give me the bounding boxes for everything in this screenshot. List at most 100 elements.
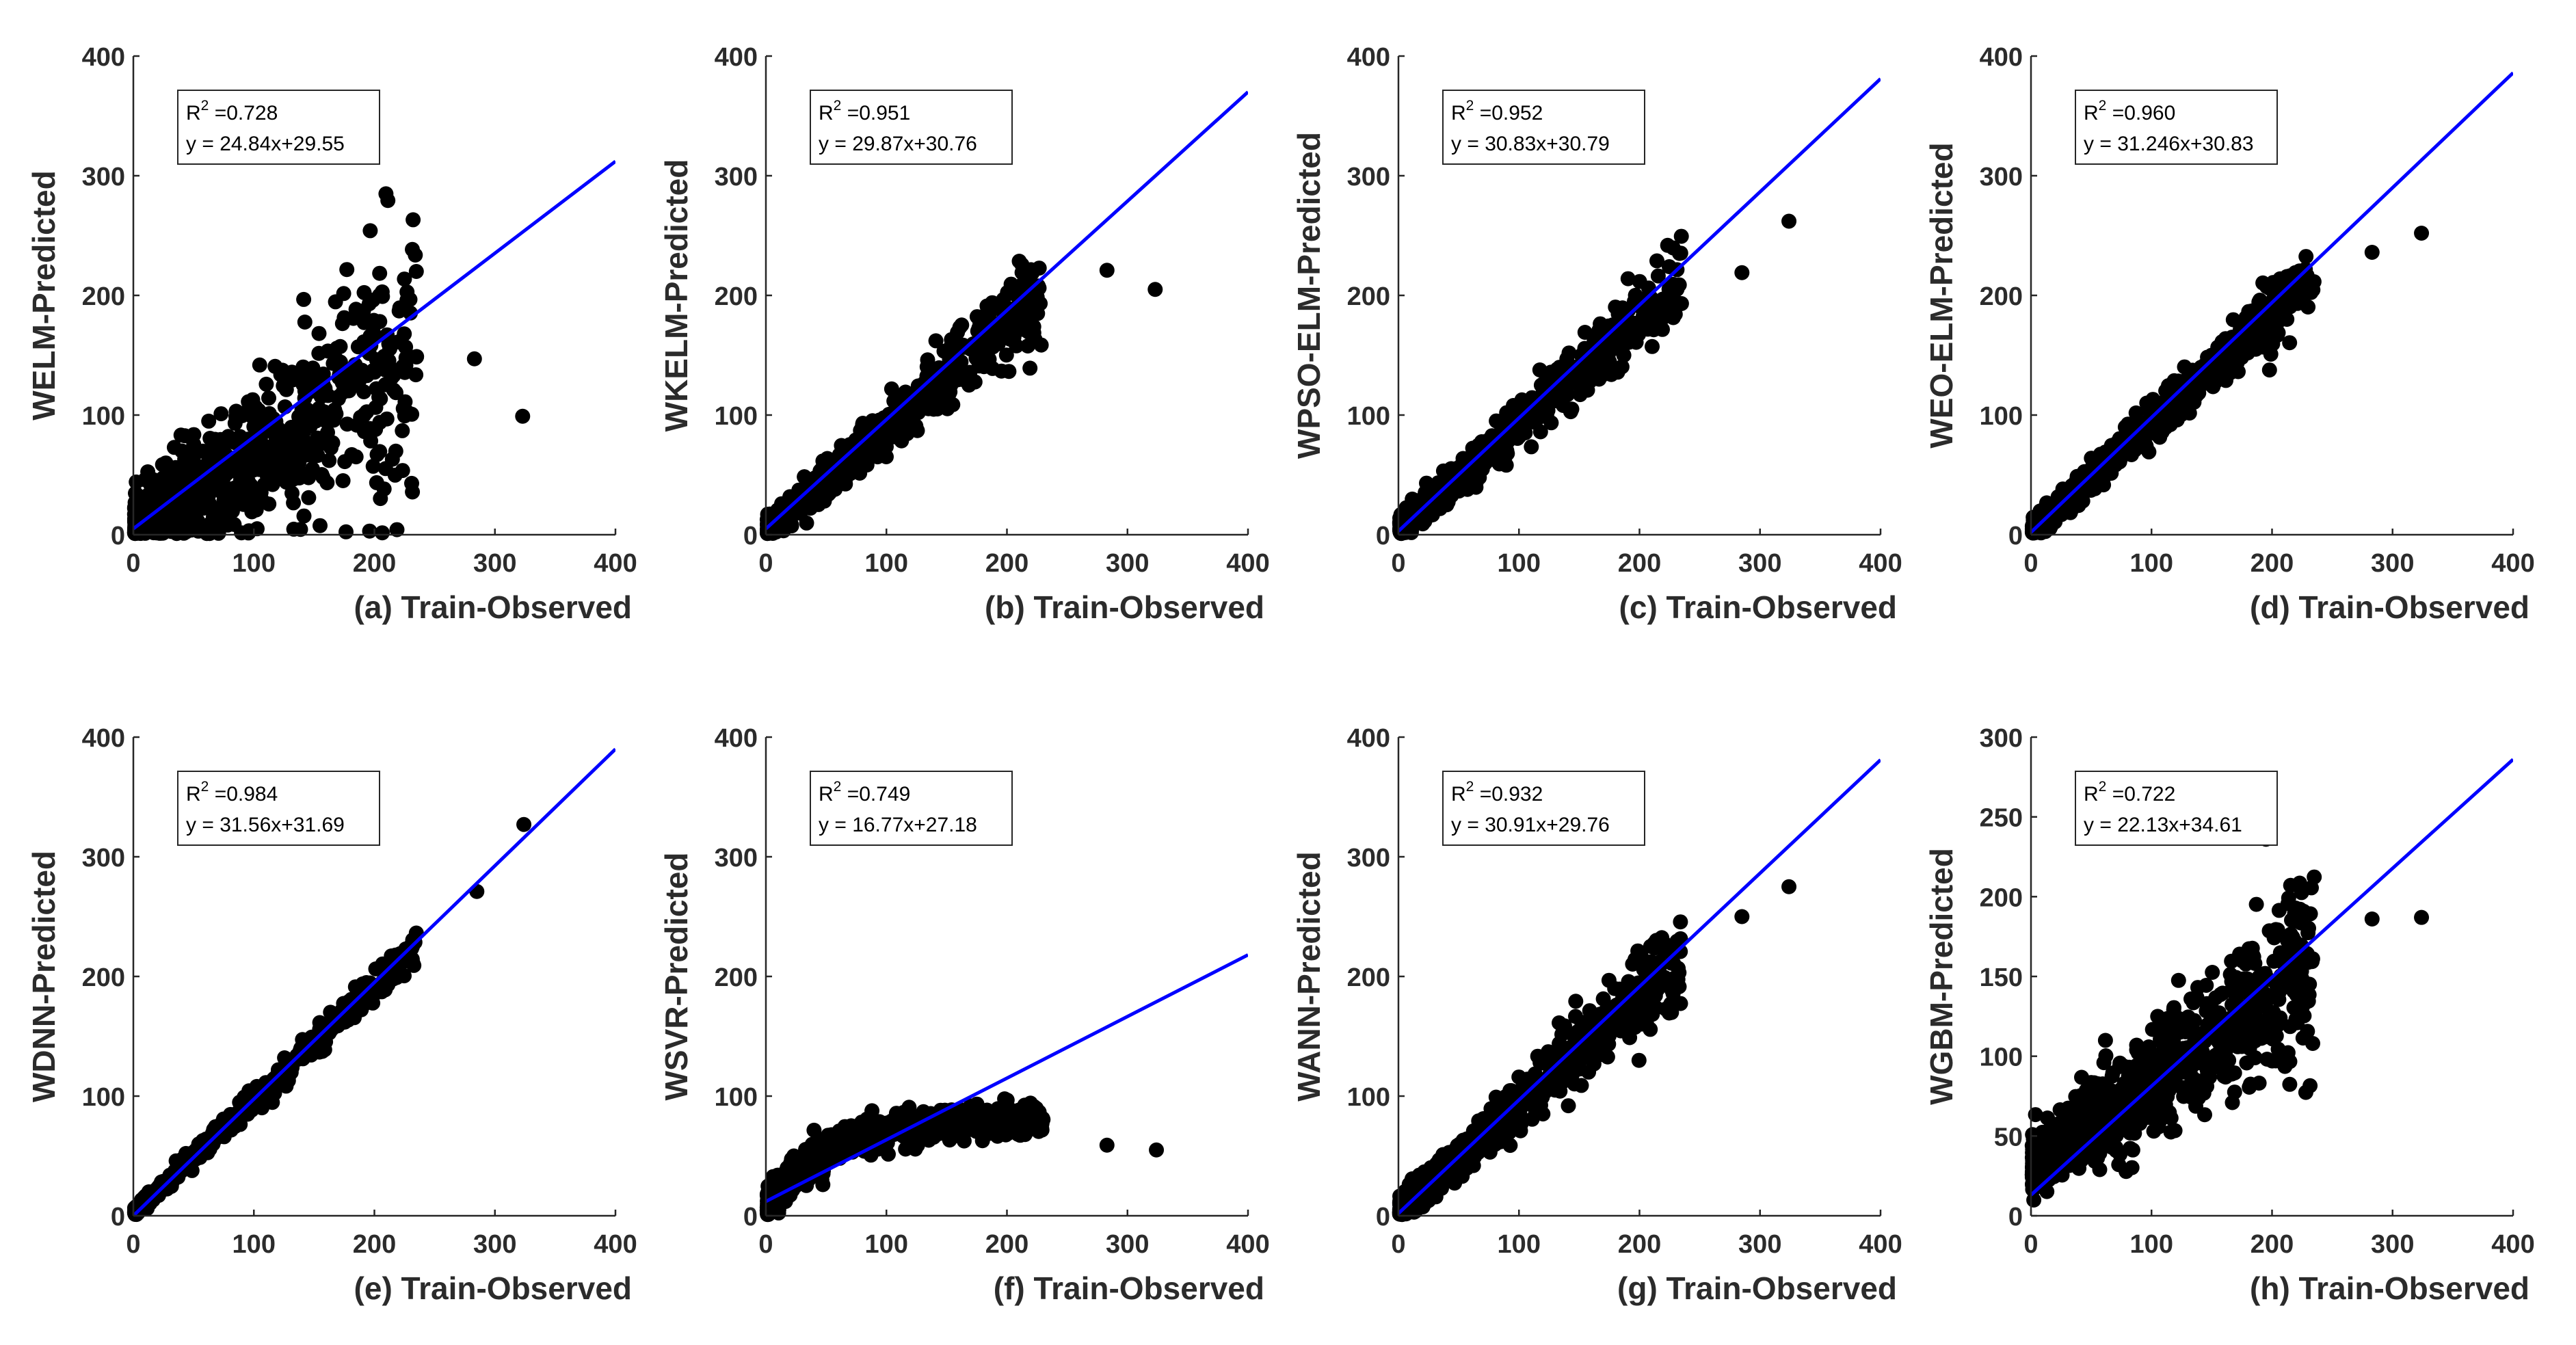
scatter-point [1610, 306, 1626, 322]
scatter-point [1429, 477, 1444, 492]
scatter-point [882, 1115, 898, 1131]
scatter-point [1564, 401, 1580, 417]
scatter-point [802, 1145, 817, 1161]
scatter-point [968, 350, 984, 366]
scatter-point [806, 480, 822, 496]
scatter-point [827, 481, 843, 497]
scatter-point [1468, 479, 1484, 495]
scatter-point [328, 294, 343, 310]
fit-line [766, 953, 1248, 1203]
scatter-point [284, 419, 300, 435]
scatter-point [1597, 367, 1612, 382]
regression-equation: y = 24.84x+29.55 [186, 133, 345, 155]
x-tick-label: 300 [1738, 549, 1781, 578]
scatter-point [996, 1101, 1011, 1117]
y-tick-label: 100 [82, 1083, 125, 1112]
scatter-point [2139, 395, 2155, 411]
r2-label: R [186, 102, 201, 124]
scatter-point [920, 352, 935, 368]
x-tick-label: 400 [1226, 549, 1269, 578]
scatter-point [371, 389, 386, 405]
scatter-point [2225, 312, 2241, 328]
scatter-point [311, 345, 327, 361]
scatter-point [339, 416, 355, 432]
fit-line [1398, 77, 1881, 533]
scatter-point [294, 402, 310, 418]
scatter-point [1532, 424, 1548, 440]
scatter-point [1621, 334, 1637, 350]
scatter-point [186, 427, 202, 442]
scatter-point [1650, 268, 1666, 284]
y-tick-label: 300 [1980, 163, 2023, 191]
scatter-point [284, 485, 300, 501]
scatter-point [998, 347, 1014, 363]
scatter-point [1524, 439, 1539, 455]
scatter-point [920, 397, 935, 412]
r2-label: R [2084, 102, 2099, 124]
x-tick-label: 0 [758, 549, 773, 578]
scatter-point [1635, 308, 1651, 324]
scatter-point [1539, 373, 1554, 388]
scatter-point [1649, 253, 1664, 269]
scatter-point [1018, 1125, 1034, 1141]
scatter-point [375, 525, 390, 541]
scatter-point [241, 525, 256, 541]
scatter-point [957, 373, 973, 388]
x-tick-label: 400 [2491, 549, 2534, 578]
scatter-point [825, 1138, 841, 1154]
scatter-point [384, 451, 400, 467]
scatter-point [299, 444, 315, 460]
equation-box-frame [177, 90, 380, 165]
scatter-point [864, 1103, 880, 1119]
scatter-point [252, 357, 267, 373]
scatter-point [1533, 402, 1549, 418]
x-axis-label: (a) Train-Observed [354, 589, 632, 625]
x-tick-label: 300 [1106, 549, 1149, 578]
scatter-point [301, 490, 317, 505]
scatter-point [237, 476, 252, 492]
r2-text: R2 =0.960 [2084, 98, 2175, 124]
scatter-points [759, 254, 1163, 542]
scatter-point [391, 303, 407, 319]
scatter-point [879, 449, 894, 464]
scatter-point [366, 312, 382, 328]
x-tick-label: 300 [473, 549, 516, 578]
y-tick-label: 400 [1980, 43, 2023, 72]
scatter-point [937, 385, 953, 401]
scatter-point [2282, 335, 2298, 351]
outlier-point [1147, 282, 1163, 297]
scatter-point [172, 503, 187, 519]
scatter-point [189, 458, 205, 474]
scatter-point [213, 406, 229, 422]
scatter-point [313, 518, 328, 533]
scatter-point [138, 522, 154, 537]
scatter-point [379, 411, 395, 427]
y-axis-label: WEO-ELM-Predicted [1924, 142, 1959, 448]
y-tick-label: 200 [715, 282, 758, 311]
scatter-point [1009, 338, 1024, 354]
scatter-points [1392, 879, 1797, 1223]
y-tick-label: 300 [82, 844, 125, 873]
x-tick-label: 400 [594, 549, 637, 578]
scatter-point [389, 522, 405, 537]
scatter-point [2084, 451, 2099, 466]
scatter-point [258, 376, 274, 392]
scatter-point [983, 304, 998, 319]
y-tick-label: 100 [715, 1083, 758, 1112]
scatter-point [155, 525, 171, 541]
x-tick-label: 0 [126, 1230, 140, 1259]
r2-label: R [1451, 102, 1466, 124]
scatter-point [1662, 259, 1677, 274]
equation-box-frame [1442, 90, 1645, 165]
y-axis-label: WDNN-Predicted [26, 851, 62, 1102]
regression-equation: y = 30.83x+30.79 [1451, 133, 1610, 155]
x-tick-label: 0 [1391, 549, 1405, 578]
scatter-point [293, 522, 308, 537]
r2-label: R [819, 783, 834, 805]
scatter-point [2154, 423, 2170, 438]
